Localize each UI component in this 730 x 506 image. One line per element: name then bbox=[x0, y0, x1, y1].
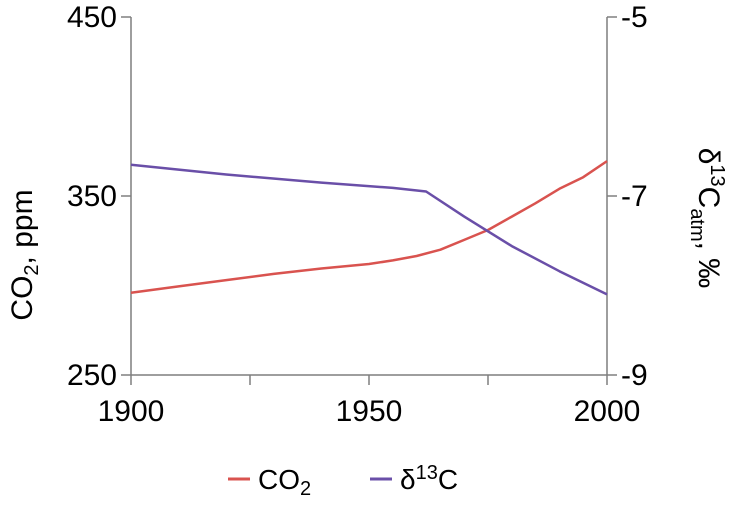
legend-label-co2: CO2 bbox=[258, 464, 311, 500]
left-tick-label: 350 bbox=[67, 180, 117, 213]
right-tick-label: -9 bbox=[621, 359, 648, 392]
x-tick-label: 1950 bbox=[336, 395, 403, 428]
right-axis-label: δ13Catm, ‰ bbox=[686, 148, 728, 289]
left-tick-label: 450 bbox=[67, 1, 117, 34]
x-tick-label: 1900 bbox=[98, 395, 165, 428]
left-tick-label: 250 bbox=[67, 359, 117, 392]
x-tick-label: 2000 bbox=[574, 395, 641, 428]
delta13c-series-line bbox=[130, 163, 608, 296]
right-tick-label: -7 bbox=[621, 180, 648, 213]
left-axis-label: CO2, ppm bbox=[6, 189, 43, 320]
legend-label-delta13c: δ13C bbox=[400, 462, 458, 495]
legend: CO2 δ13C bbox=[228, 462, 458, 500]
co2-series-line bbox=[130, 160, 608, 294]
right-tick-label: -5 bbox=[621, 1, 648, 34]
